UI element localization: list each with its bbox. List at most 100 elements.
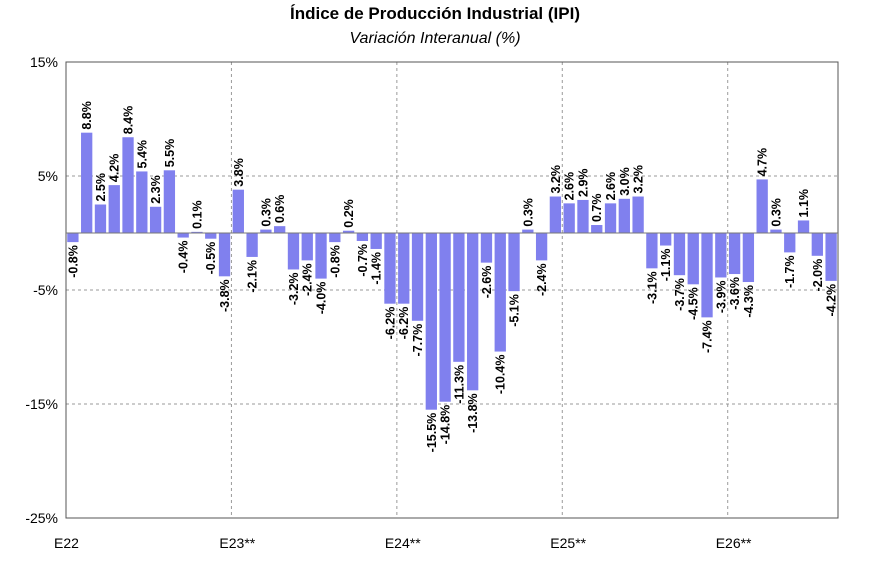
data-label: 8.4%	[122, 106, 136, 135]
data-label: -4.0%	[315, 282, 329, 315]
bar	[535, 233, 548, 261]
x-tick-label: E22	[54, 535, 79, 551]
data-label: -2.1%	[246, 260, 260, 293]
data-label: -13.8%	[466, 393, 480, 433]
data-label: 2.9%	[576, 168, 590, 197]
data-label: 4.7%	[756, 148, 770, 177]
bar	[329, 233, 341, 243]
bar	[494, 233, 506, 352]
data-label: -5.1%	[508, 294, 522, 327]
data-label: -15.5%	[425, 413, 439, 453]
bar	[618, 198, 630, 233]
data-label: 1.1%	[797, 189, 811, 218]
data-label: -0.8%	[66, 245, 80, 278]
bar	[439, 233, 451, 402]
data-label: -2.0%	[811, 259, 825, 292]
plot-frame	[65, 61, 839, 519]
bar	[356, 233, 369, 241]
bar	[108, 185, 120, 233]
y-tick-label: -25%	[25, 510, 58, 526]
data-label: -3.2%	[287, 272, 301, 305]
bar	[632, 196, 644, 233]
bar	[577, 199, 589, 233]
bar	[784, 233, 796, 253]
data-label: -4.2%	[825, 284, 839, 317]
bar	[673, 233, 686, 276]
data-label: -3.8%	[218, 279, 232, 312]
bar	[342, 230, 355, 233]
bar	[480, 233, 493, 263]
y-tick-label: -5%	[33, 282, 58, 298]
data-label: 2.6%	[604, 172, 618, 201]
data-label: -0.7%	[356, 244, 370, 277]
data-label: -3.9%	[714, 280, 728, 313]
bar	[260, 229, 272, 233]
bar	[701, 233, 713, 318]
bar	[549, 196, 562, 233]
data-label: 0.6%	[273, 195, 287, 224]
data-label: -6.2%	[397, 307, 411, 340]
bar	[177, 233, 189, 238]
data-label: 0.3%	[521, 198, 535, 227]
y-tick-label: 15%	[30, 54, 58, 70]
chart-subtitle: Variación Interanual (%)	[349, 30, 521, 47]
bar	[232, 189, 244, 233]
bar	[453, 233, 465, 362]
bar	[122, 137, 134, 233]
bar	[398, 233, 410, 304]
data-label: -7.7%	[411, 324, 425, 357]
x-tick-label: E26**	[716, 535, 752, 551]
data-label: -1.4%	[370, 252, 384, 285]
data-label: -10.4%	[494, 355, 508, 395]
data-label: -0.4%	[177, 241, 191, 274]
x-tick-label: E23**	[219, 535, 255, 551]
data-label: -3.1%	[645, 271, 659, 304]
bar	[163, 170, 176, 233]
data-label: -3.7%	[673, 278, 687, 311]
data-label: -7.4%	[701, 320, 715, 353]
data-label: 0.3%	[769, 198, 783, 227]
bar	[274, 226, 286, 233]
data-label: -2.4%	[535, 263, 549, 296]
bar	[660, 233, 672, 246]
bar	[94, 204, 107, 233]
bar	[687, 233, 699, 285]
bar	[81, 132, 93, 233]
bar	[67, 233, 79, 243]
bar	[315, 233, 327, 279]
bar	[301, 233, 313, 261]
bar	[591, 225, 603, 233]
bar	[136, 171, 148, 233]
data-label: -14.8%	[439, 405, 453, 445]
data-label: 2.5%	[94, 173, 108, 202]
data-label: -2.4%	[301, 263, 315, 296]
x-tick-label: E24**	[385, 535, 421, 551]
data-label: 3.8%	[232, 158, 246, 186]
data-label: 0.7%	[590, 194, 604, 223]
data-label: 2.3%	[149, 175, 163, 204]
data-label: 8.8%	[80, 101, 94, 130]
bar	[149, 206, 162, 233]
bar	[287, 233, 300, 270]
bar	[246, 233, 258, 257]
data-label: -3.6%	[728, 277, 742, 310]
bar	[205, 233, 217, 239]
data-label: 0.3%	[259, 198, 273, 227]
bar	[728, 233, 741, 275]
data-label: 3.2%	[632, 165, 646, 194]
data-label: -1.1%	[659, 249, 673, 282]
bar	[508, 233, 520, 292]
bar	[425, 233, 437, 410]
x-tick-label: E25**	[550, 535, 586, 551]
data-label: 0.1%	[190, 200, 204, 229]
bar	[191, 231, 203, 233]
data-label: 3.2%	[549, 165, 563, 194]
data-label: -0.8%	[328, 245, 342, 278]
bar	[770, 229, 782, 233]
y-tick-label: 5%	[38, 168, 58, 184]
bar	[604, 203, 617, 233]
bar	[411, 233, 424, 321]
data-label: -4.3%	[742, 285, 756, 318]
data-label: -6.2%	[383, 307, 397, 340]
